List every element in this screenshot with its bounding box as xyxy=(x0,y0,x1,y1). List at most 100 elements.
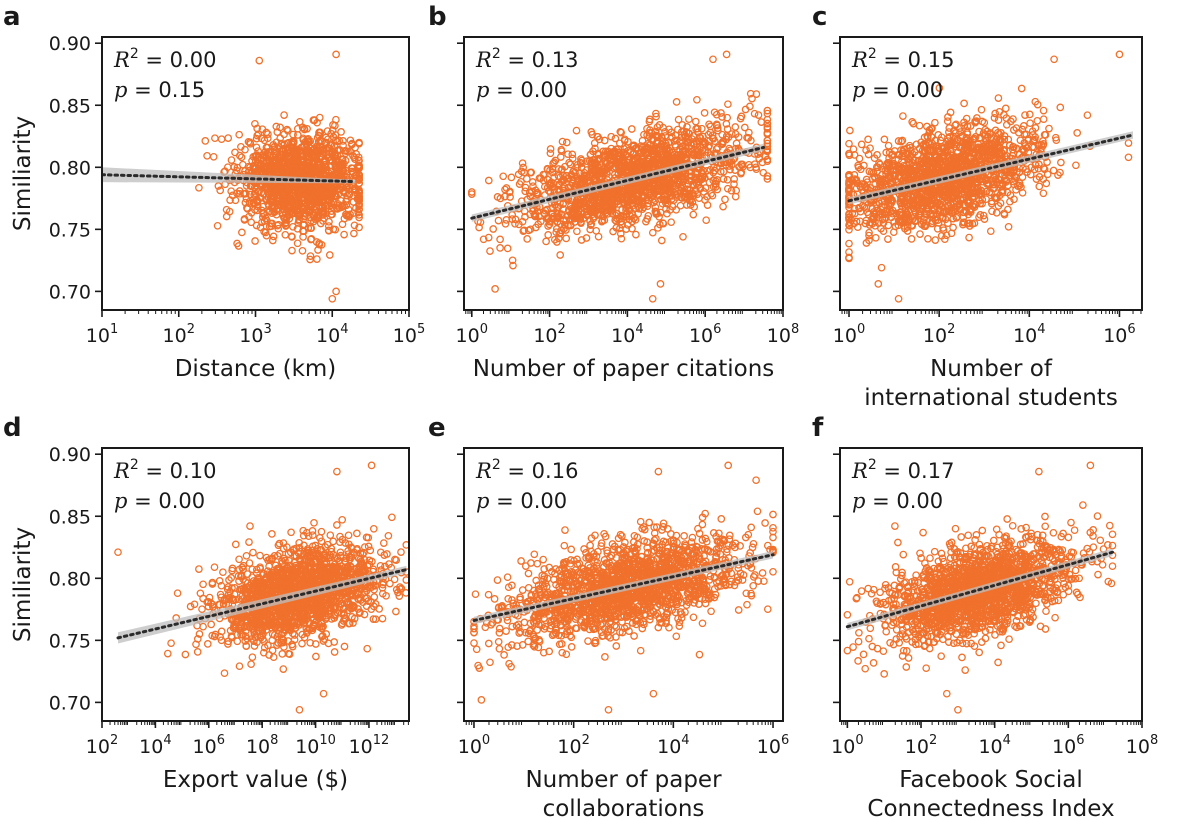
data-point xyxy=(992,208,1001,217)
data-point xyxy=(732,139,741,148)
data-point xyxy=(661,132,670,140)
data-point xyxy=(277,182,286,191)
data-point xyxy=(577,236,586,244)
data-point xyxy=(602,158,610,167)
plot-area xyxy=(114,461,409,714)
data-point xyxy=(281,209,290,218)
data-point xyxy=(530,212,539,220)
data-point xyxy=(551,156,560,165)
data-point xyxy=(580,204,589,213)
data-point xyxy=(763,124,772,133)
data-point xyxy=(691,117,700,126)
data-point xyxy=(705,120,713,129)
data-point xyxy=(528,187,536,196)
data-point xyxy=(907,235,916,243)
data-point xyxy=(310,148,318,157)
data-point xyxy=(509,261,517,270)
data-point xyxy=(920,213,929,222)
data-point xyxy=(682,201,691,209)
data-point xyxy=(600,157,609,165)
data-point xyxy=(701,184,710,192)
data-point xyxy=(659,219,668,228)
data-point xyxy=(616,224,624,233)
data-point xyxy=(258,151,267,159)
data-point xyxy=(1037,140,1046,149)
data-point xyxy=(658,175,667,184)
data-point xyxy=(301,198,309,207)
trend-line xyxy=(470,145,766,220)
data-point xyxy=(354,156,363,165)
data-point xyxy=(649,182,658,191)
data-point xyxy=(726,165,734,174)
data-point xyxy=(484,176,493,185)
data-point xyxy=(878,170,886,179)
data-point xyxy=(226,196,234,204)
data-point xyxy=(1043,158,1051,166)
data-point xyxy=(347,140,356,149)
data-point xyxy=(234,242,243,250)
data-point xyxy=(1045,124,1053,133)
data-point xyxy=(604,191,612,200)
data-point xyxy=(917,201,926,210)
data-point xyxy=(342,201,351,210)
data-point xyxy=(289,130,297,139)
data-point xyxy=(714,126,722,135)
data-point xyxy=(309,184,317,193)
data-point xyxy=(1051,133,1060,142)
data-point xyxy=(940,148,949,157)
data-point xyxy=(966,197,975,206)
data-point xyxy=(917,157,926,166)
data-point xyxy=(337,155,346,163)
data-point xyxy=(901,218,909,227)
data-point xyxy=(681,142,690,151)
data-point xyxy=(899,165,908,174)
data-point xyxy=(898,136,907,145)
data-point xyxy=(648,136,657,145)
data-point xyxy=(763,119,772,128)
outlier-point xyxy=(1050,55,1058,64)
data-point xyxy=(209,152,218,161)
data-point xyxy=(549,204,557,212)
data-point xyxy=(258,125,267,134)
data-point xyxy=(557,166,566,175)
data-point xyxy=(899,161,908,170)
data-point xyxy=(934,187,943,196)
data-point xyxy=(580,172,588,180)
data-point xyxy=(264,193,273,202)
data-point xyxy=(719,202,727,211)
data-point xyxy=(879,227,888,236)
data-point xyxy=(649,198,658,207)
data-point xyxy=(304,190,312,199)
data-point xyxy=(286,207,295,216)
data-point xyxy=(331,225,340,234)
data-point xyxy=(596,196,604,205)
data-point xyxy=(326,140,335,149)
data-point xyxy=(628,150,637,159)
data-point xyxy=(557,210,565,218)
data-point xyxy=(334,190,343,199)
data-point xyxy=(330,191,339,200)
data-point xyxy=(960,157,969,165)
data-point xyxy=(587,157,596,166)
data-point xyxy=(261,228,270,237)
data-point xyxy=(975,143,984,152)
data-point xyxy=(672,136,681,145)
data-point xyxy=(712,110,721,119)
plot-area xyxy=(845,50,1135,303)
data-point xyxy=(573,199,582,207)
panel-letter: a xyxy=(3,2,21,32)
data-point xyxy=(987,155,996,164)
data-point xyxy=(275,153,284,161)
data-point xyxy=(918,146,927,155)
data-point xyxy=(575,214,584,223)
data-point xyxy=(518,159,527,168)
data-point xyxy=(763,175,772,183)
data-point xyxy=(566,220,575,229)
data-point xyxy=(543,175,552,184)
data-point xyxy=(947,208,956,217)
data-point xyxy=(724,100,732,109)
data-point xyxy=(555,229,564,238)
data-point xyxy=(597,169,605,178)
data-point xyxy=(355,164,363,173)
